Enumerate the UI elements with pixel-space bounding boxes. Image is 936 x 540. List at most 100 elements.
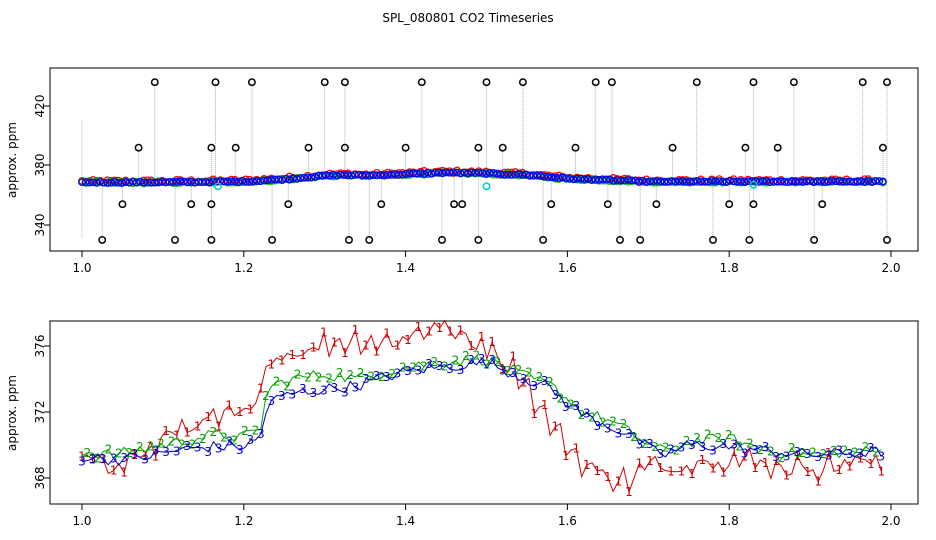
series-2-marker: 2 [115,446,123,460]
baseline-point [773,177,782,186]
top-axes: 1.0 1.2 1.4 1.6 1.8 2.0 340 380 420 [33,95,901,275]
series-1-marker: 1 [636,456,644,470]
series-1-marker: 1 [646,454,654,468]
series-2-marker: 2 [378,370,386,384]
baseline-point [205,178,214,187]
baseline-point [376,171,385,179]
series-2-marker: 2 [220,431,228,445]
series-1-marker: 1 [551,420,559,434]
series-3-marker: 3 [225,435,233,449]
baseline-point [391,170,399,178]
baseline-point [522,170,530,179]
series-3-marker: 3 [814,450,822,464]
spike-point [207,143,216,152]
baseline-point [544,173,552,181]
series-2-marker: 2 [525,366,533,380]
baseline-point [547,173,556,182]
baseline-point [161,178,170,187]
series-1-marker: 1 [183,426,191,440]
series-2-marker: 2 [136,440,144,454]
bottom-axes: 1.0 1.2 1.4 1.6 1.8 2.0 368 372 376 [33,335,901,528]
series-1-marker: 1 [709,462,717,476]
baseline-point [602,175,611,184]
spike-point [345,235,353,244]
series-1-marker: 1 [267,357,275,371]
bottom-x-tick-label: 1.0 [72,514,91,528]
baseline-point [471,169,480,177]
baseline-point [416,169,425,177]
series-3-marker: 3 [783,450,791,464]
baseline-point [737,177,745,186]
baseline-point [624,176,632,184]
series-2-marker: 2 [315,370,323,384]
top-x-tick-label: 1.2 [234,261,253,275]
series-1-marker: 1 [520,376,528,390]
series-2-marker: 2 [546,375,554,389]
series-3-marker: 3 [688,438,696,452]
baseline-point [260,176,268,185]
baseline-point [329,170,338,179]
baseline-point [285,175,294,184]
baseline-point [846,177,854,186]
baseline-point [686,177,694,186]
baseline-point [431,168,439,177]
baseline-point [576,174,585,183]
baseline-point [722,178,731,186]
series-2-line [81,354,882,460]
series-1-marker: 1 [783,469,791,483]
spike-point [268,235,277,244]
baseline-point [402,170,410,178]
series-2-marker: 2 [578,408,586,422]
series-3-marker: 3 [267,394,275,408]
baseline-point [398,170,407,179]
top-panel-frame [49,67,919,252]
series-3-marker: 3 [772,450,780,464]
spike-point [211,78,220,87]
spike-point [458,200,467,209]
series-2-marker: 2 [452,354,460,368]
baseline-point [343,171,352,179]
spike-point [745,235,754,244]
series-1-marker: 1 [615,474,623,488]
series-1-marker: 1 [593,464,601,478]
baseline-point [868,178,876,186]
spike-point [709,235,717,244]
series-3-marker: 3 [236,443,244,457]
series-2-marker: 2 [473,349,481,363]
spike-point [636,235,645,244]
series-3-marker: 3 [636,437,644,451]
baseline-point [875,177,884,186]
series-2-marker: 2 [420,360,428,374]
baseline-point [456,169,465,178]
baseline-point [496,170,505,179]
series-3-marker: 3 [173,445,181,459]
bottom-x-tick-label: 1.8 [720,514,739,528]
series-1-marker: 1 [78,450,86,464]
spike-point [474,143,483,152]
series-1-line [81,319,882,495]
series-1-marker: 1 [825,446,833,460]
series-1-marker: 1 [246,402,254,416]
baseline-point [704,177,713,186]
series-3-marker: 3 [478,352,486,366]
spike-point [810,235,819,244]
series-2-marker: 2 [641,437,649,451]
series-1-marker: 1 [446,324,454,338]
baseline-point [871,177,880,185]
series-1-marker: 1 [541,398,549,412]
baseline-point [646,177,654,186]
series-2-marker: 2 [199,432,207,446]
baseline-point [613,176,622,185]
series-3-marker: 3 [615,426,623,440]
baseline-point [631,176,640,185]
baseline-point [635,178,643,186]
series-1-marker: 1 [667,465,675,479]
baseline-point [158,178,166,186]
baseline-point [354,170,363,179]
baseline-point [467,168,476,177]
baseline-point [383,171,392,179]
bottom-x-tick-label: 1.6 [558,514,577,528]
series-3-marker: 3 [120,451,128,465]
series-3-marker: 3 [204,445,212,459]
spike-point [207,200,216,209]
